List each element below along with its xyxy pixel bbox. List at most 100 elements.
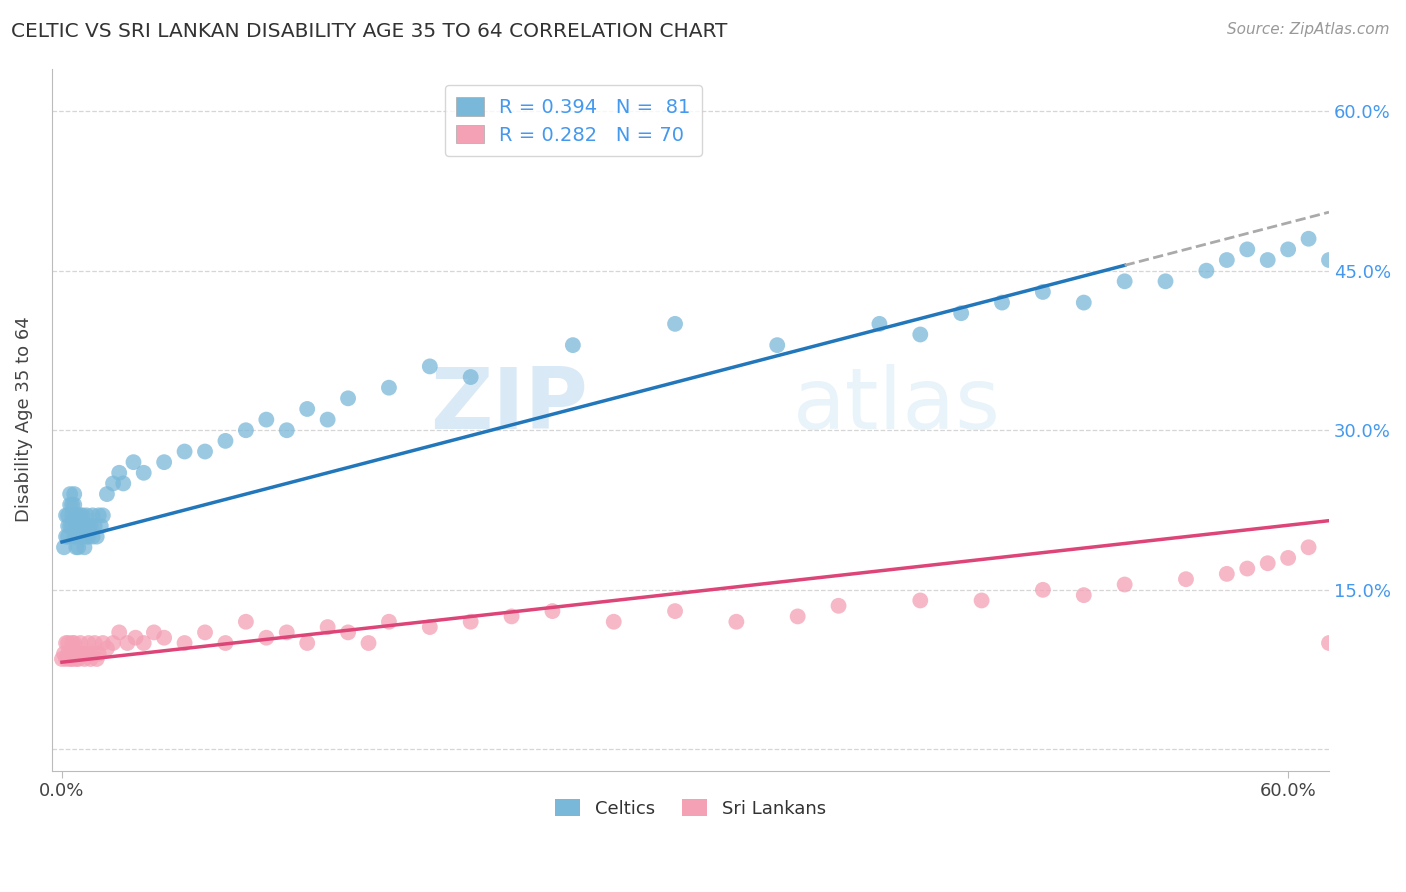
Legend: Celtics, Sri Lankans: Celtics, Sri Lankans	[548, 791, 832, 825]
Point	[56, 508, 79, 523]
Point	[67, 647, 90, 661]
Point	[142, 625, 165, 640]
Point	[1317, 636, 1340, 650]
Point	[55, 508, 77, 523]
Point	[1174, 572, 1197, 586]
Point	[96, 487, 118, 501]
Point	[419, 359, 441, 374]
Point	[86, 652, 108, 666]
Point	[59, 652, 82, 666]
Point	[55, 530, 77, 544]
Point	[72, 508, 94, 523]
Point	[82, 530, 104, 544]
Point	[63, 487, 86, 501]
Point	[65, 519, 87, 533]
Point	[77, 519, 100, 533]
Point	[1379, 631, 1402, 645]
Point	[194, 625, 217, 640]
Point	[766, 338, 789, 352]
Point	[1298, 232, 1320, 246]
Point	[124, 631, 146, 645]
Point	[460, 370, 482, 384]
Point	[76, 508, 98, 523]
Point	[1317, 253, 1340, 268]
Point	[1257, 556, 1279, 570]
Point	[72, 647, 94, 661]
Point	[541, 604, 564, 618]
Point	[96, 641, 118, 656]
Point	[59, 647, 82, 661]
Point	[91, 508, 114, 523]
Point	[63, 636, 86, 650]
Point	[235, 423, 257, 437]
Point	[53, 647, 76, 661]
Point	[117, 636, 139, 650]
Point	[63, 530, 86, 544]
Point	[59, 498, 82, 512]
Point	[460, 615, 482, 629]
Point	[67, 519, 90, 533]
Point	[254, 412, 277, 426]
Point	[56, 530, 79, 544]
Point	[67, 652, 90, 666]
Point	[65, 647, 87, 661]
Point	[1032, 582, 1054, 597]
Point	[1114, 274, 1136, 288]
Point	[69, 519, 91, 533]
Point	[79, 519, 101, 533]
Point	[65, 652, 87, 666]
Point	[337, 392, 360, 406]
Point	[561, 338, 583, 352]
Point	[1073, 295, 1095, 310]
Point	[910, 593, 932, 607]
Point	[378, 615, 401, 629]
Point	[1073, 588, 1095, 602]
Point	[1195, 263, 1218, 277]
Text: atlas: atlas	[793, 364, 1001, 447]
Point	[1216, 566, 1239, 581]
Point	[276, 423, 298, 437]
Point	[59, 519, 82, 533]
Point	[132, 466, 155, 480]
Point	[1236, 561, 1258, 575]
Point	[87, 508, 110, 523]
Point	[337, 625, 360, 640]
Point	[316, 620, 339, 634]
Point	[82, 508, 104, 523]
Point	[83, 519, 105, 533]
Point	[56, 647, 79, 661]
Point	[786, 609, 808, 624]
Point	[419, 620, 441, 634]
Point	[63, 647, 86, 661]
Point	[910, 327, 932, 342]
Point	[69, 636, 91, 650]
Point	[65, 508, 87, 523]
Point	[65, 530, 87, 544]
Point	[827, 599, 849, 613]
Text: CELTIC VS SRI LANKAN DISABILITY AGE 35 TO 64 CORRELATION CHART: CELTIC VS SRI LANKAN DISABILITY AGE 35 T…	[11, 22, 728, 41]
Point	[67, 508, 90, 523]
Y-axis label: Disability Age 35 to 64: Disability Age 35 to 64	[15, 317, 32, 523]
Point	[276, 625, 298, 640]
Point	[60, 652, 83, 666]
Point	[63, 498, 86, 512]
Point	[664, 317, 686, 331]
Point	[72, 519, 94, 533]
Point	[501, 609, 523, 624]
Point	[73, 652, 96, 666]
Point	[53, 541, 76, 555]
Point	[82, 647, 104, 661]
Point	[254, 631, 277, 645]
Point	[868, 317, 890, 331]
Point	[76, 647, 98, 661]
Text: ZIP: ZIP	[430, 364, 588, 447]
Point	[60, 636, 83, 650]
Point	[1257, 253, 1279, 268]
Point	[1032, 285, 1054, 299]
Point	[173, 444, 195, 458]
Point	[357, 636, 380, 650]
Point	[73, 519, 96, 533]
Point	[77, 530, 100, 544]
Point	[69, 508, 91, 523]
Point	[73, 541, 96, 555]
